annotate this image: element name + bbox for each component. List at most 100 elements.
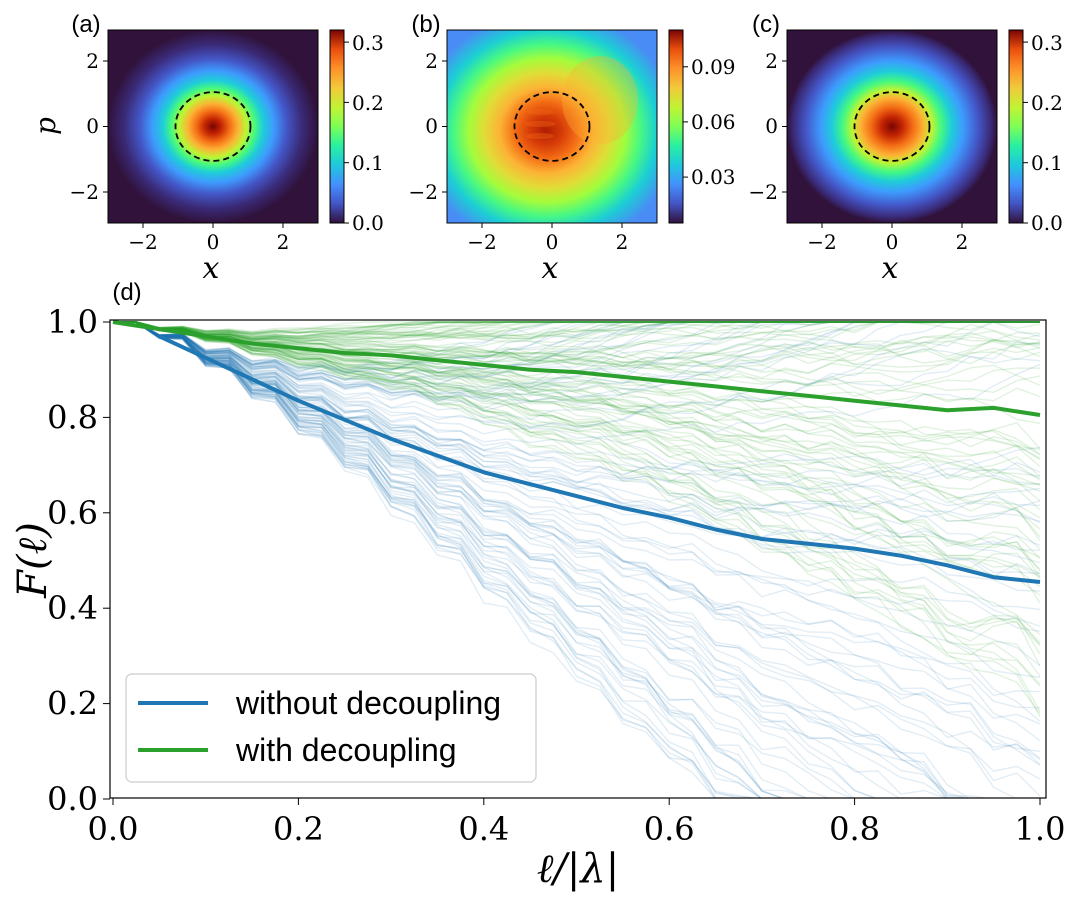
trajectory-line	[113, 321, 1040, 335]
panel-c: (c) −2 0 2 2 0 −2 x 0.0 0.1 0.2 0.3	[749, 11, 1063, 286]
panel-a: (a) −2 0 2 2 0 −2 x p 0.0 0.1 0.2 0.3	[29, 11, 384, 286]
cbar-tick-c: 0.1	[1031, 151, 1063, 175]
trajectory-line	[112, 321, 785, 798]
trajectory-line	[113, 321, 1041, 655]
heatmap-a	[108, 30, 318, 223]
trajectory-line	[113, 321, 1041, 797]
trajectory-line	[112, 321, 1041, 456]
trajectory-line	[113, 321, 762, 798]
trajectory-line	[113, 321, 785, 798]
xtick-label-d: 0.6	[644, 810, 695, 848]
trajectory-line	[113, 321, 1041, 439]
trajectory-line	[113, 321, 1040, 342]
trajectory-line	[112, 321, 762, 798]
trajectory-line	[113, 321, 1041, 507]
trajectory-line	[112, 321, 969, 798]
trajectory-line	[113, 321, 1041, 559]
trajectory-line	[112, 321, 1041, 570]
trajectory-line	[113, 321, 1040, 403]
trajectory-line	[113, 321, 1041, 502]
trajectory-line	[113, 321, 1041, 538]
panel-a-label: (a)	[71, 11, 100, 38]
trajectory-line	[113, 321, 1041, 596]
trajectory-line	[113, 321, 1041, 374]
trajectory-line	[112, 321, 1041, 530]
trajectory-line	[112, 321, 1041, 575]
trajectory-line	[112, 321, 948, 798]
trajectory-line	[112, 321, 1041, 479]
xtick-label-d: 0.0	[88, 810, 139, 848]
cbar-tick-b: 0.09	[691, 55, 736, 79]
ytick-label-d: 0.2	[47, 685, 98, 723]
trajectory-line	[113, 321, 1041, 627]
trajectory-line	[112, 321, 1040, 409]
trajectory-line	[112, 321, 760, 798]
trajectory-line	[112, 321, 1041, 564]
trajectory-line	[113, 321, 1041, 431]
trajectory-line	[113, 321, 1041, 760]
trajectory-line	[113, 321, 1041, 358]
frame-d	[109, 319, 1047, 799]
trajectory-line	[112, 321, 1041, 667]
heatmap-b-lobe	[562, 56, 638, 144]
xtick-a: 2	[277, 230, 290, 254]
trajectory-line	[112, 321, 1040, 339]
trajectory-line	[113, 321, 1041, 429]
ytick-label-d: 1.0	[47, 303, 98, 341]
trajectory-line	[112, 321, 1040, 335]
ylabel-a: p	[29, 117, 62, 135]
trajectory-line	[113, 321, 1040, 334]
trajectory-line	[113, 321, 878, 798]
ytick-label-d: 0.6	[47, 494, 98, 532]
panel-d: (d) 0.0 0.2 0.4 0.6 0.8 1.0 0.0 0.2 0.4 0.6 0.8 1.…	[10, 279, 1065, 892]
trajectory-line	[112, 321, 785, 798]
trajectory-line	[112, 321, 1040, 374]
trajectory-line	[113, 321, 1040, 334]
trajectory-line	[112, 321, 831, 798]
trajectory-line	[112, 321, 1041, 718]
trajectory-line	[113, 321, 1041, 485]
trajectory-line	[112, 321, 1041, 592]
trajectory-line	[113, 321, 1041, 632]
trajectory-line	[113, 321, 855, 798]
trajectory-line	[112, 321, 1041, 550]
trajectory-line	[112, 321, 1041, 667]
legend-label-with: with decoupling	[235, 732, 457, 768]
ytick-b: 2	[425, 49, 438, 73]
colorbar-b-ticks: 0.03 0.06 0.09	[683, 55, 736, 189]
trajectory-line	[112, 321, 760, 798]
trajectory-ensemble	[112, 321, 1041, 798]
ytick-c: 2	[765, 49, 778, 73]
trajectory-line	[112, 321, 1040, 342]
trajectory-line	[113, 321, 1041, 551]
cbar-tick-a: 0.0	[352, 211, 384, 235]
trajectory-line	[112, 321, 1040, 395]
trajectory-line	[113, 321, 1041, 678]
trajectory-line	[113, 321, 1040, 344]
trajectory-line	[112, 321, 1041, 646]
xtick-label-d: 0.4	[458, 810, 509, 848]
trajectory-line	[113, 321, 1041, 722]
trajectory-line	[113, 321, 1041, 558]
trajectory-line	[112, 321, 716, 798]
trajectory-line	[112, 321, 1041, 359]
trajectory-line	[113, 321, 901, 798]
xtick-c: −2	[807, 230, 836, 254]
xtick-label-d: 1.0	[1015, 810, 1066, 848]
y-axis-d: 0.0 0.2 0.4 0.6 0.8 1.0	[47, 303, 110, 818]
ytick-c: 0	[765, 114, 778, 138]
trajectory-line	[112, 321, 1041, 477]
trajectory-line	[113, 321, 1041, 363]
xtick-a: 0	[207, 230, 220, 254]
trajectory-line	[112, 321, 1040, 336]
trajectory-line	[113, 321, 1040, 381]
trajectory-line	[112, 321, 1040, 339]
unit-circle-c	[853, 91, 931, 162]
trajectory-line	[113, 321, 1040, 339]
trajectory-line	[112, 321, 1041, 611]
trajectory-line	[113, 321, 1040, 401]
trajectory-line	[112, 321, 1041, 492]
trajectory-line	[112, 321, 1040, 371]
xlabel-d: ℓ/|λ|	[537, 846, 619, 892]
cbar-tick-a: 0.3	[352, 31, 384, 55]
